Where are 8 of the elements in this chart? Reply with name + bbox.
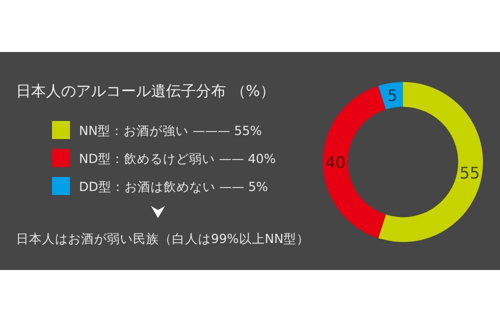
data-label: 5 <box>387 86 398 106</box>
chart-title: 日本人のアルコール遺伝子分布 （%） <box>16 82 276 100</box>
legend-label: NN型：お酒が強い ——— 55% <box>79 123 262 138</box>
legend-label: DD型：お酒は飲めない —— 5% <box>79 179 268 194</box>
text: 日本人はお酒が弱い民族（白人は99%以上NN型） <box>16 231 310 246</box>
data-label: 55 <box>460 164 480 183</box>
data-label: 40 <box>325 153 346 172</box>
legend-label: ND型：飲めるけど弱い —— 40% <box>79 151 276 166</box>
